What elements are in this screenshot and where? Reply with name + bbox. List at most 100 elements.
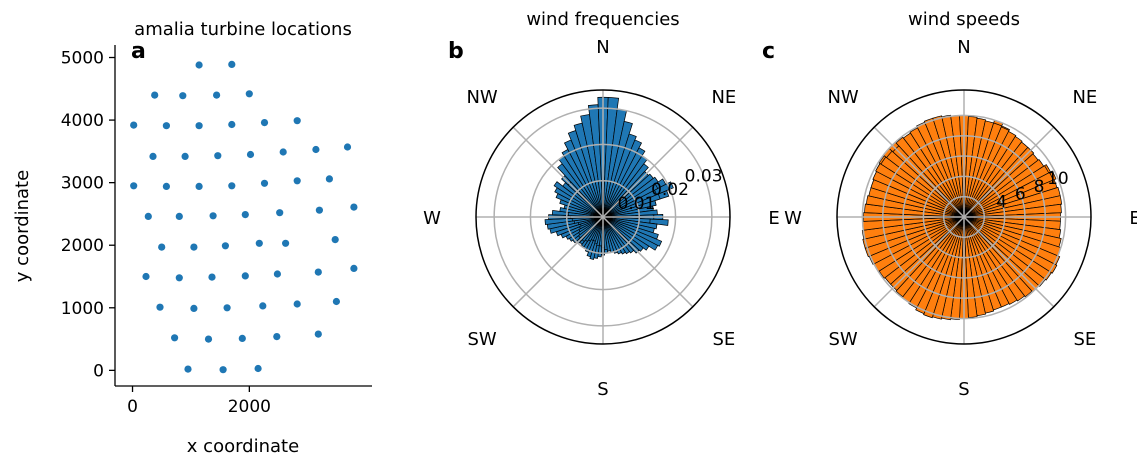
turbine-point — [213, 91, 221, 99]
angular-grid-line — [512, 216, 604, 308]
turbine-point — [245, 90, 253, 98]
angular-grid-line — [873, 126, 965, 218]
rose-bar — [932, 115, 965, 218]
panel-letter-a: a — [131, 39, 146, 64]
radial-tick-label: 8 — [1034, 177, 1045, 197]
turbine-point — [255, 239, 263, 247]
turbine-point — [219, 366, 227, 374]
y-tick-label: 4000 — [61, 111, 104, 131]
radial-tick-label: 0.02 — [651, 180, 689, 200]
rose-bar — [875, 163, 965, 218]
rose-bar — [579, 216, 604, 230]
rose-bar — [578, 216, 604, 233]
radial-tick-label: 10 — [1047, 169, 1069, 189]
turbine-point — [293, 300, 301, 308]
radial-tick-label: 0.01 — [618, 194, 656, 214]
rose-bar — [602, 176, 659, 218]
rose-bar — [562, 182, 604, 218]
turbine-point — [314, 268, 322, 276]
turbine-point — [171, 334, 179, 342]
turbine-point — [208, 273, 216, 281]
direction-label-ne: NE — [711, 87, 736, 108]
rose-bar — [602, 147, 646, 218]
turbine-point — [241, 272, 249, 280]
turbine-point — [195, 182, 203, 190]
x-tick-label: 2000 — [228, 397, 271, 417]
direction-label-sw: SW — [828, 329, 857, 350]
radial-tick-label: 0.03 — [685, 166, 723, 186]
angular-grid-line — [602, 126, 694, 218]
direction-label-s: S — [597, 379, 608, 400]
turbine-point — [223, 304, 231, 312]
turbine-point — [179, 92, 187, 100]
angular-grid-line — [873, 216, 965, 308]
rose-bar — [963, 195, 1063, 218]
direction-label-sw: SW — [467, 329, 496, 350]
turbine-point — [331, 236, 339, 244]
turbine-point — [162, 182, 170, 190]
turbine-point — [259, 302, 267, 310]
turbine-point — [195, 122, 203, 130]
rose-bar — [578, 216, 604, 236]
turbine-point — [228, 120, 236, 129]
turbine-point — [343, 143, 352, 151]
direction-label-e: E — [768, 208, 779, 229]
turbine-point — [312, 145, 320, 154]
rose-bar — [895, 216, 965, 298]
rose-bar — [602, 216, 611, 252]
turbine-point — [273, 270, 281, 278]
wind-speed-rose: wind speeds c 4 6 8 10 N NE E SE S SW W NW — [762, 9, 1137, 400]
turbine-point — [158, 243, 166, 251]
turbine-point — [260, 119, 269, 127]
direction-label-se: SE — [1073, 329, 1096, 350]
turbine-point — [350, 264, 358, 272]
rose-bar — [602, 216, 635, 254]
rose-bar — [963, 130, 1017, 218]
turbine-point — [273, 333, 281, 341]
wind-frequency-title: wind frequencies — [526, 9, 679, 30]
turbine-point — [190, 304, 198, 312]
wind-speed-title: wind speeds — [908, 9, 1020, 30]
turbine-point — [130, 182, 138, 190]
direction-label-n: N — [957, 37, 970, 58]
direction-labels: N NE E SE S SW W NW — [423, 37, 780, 400]
turbine-point — [238, 334, 246, 342]
turbine-point — [190, 243, 198, 251]
y-tick-label: 1000 — [61, 299, 104, 319]
rose-bar — [880, 156, 965, 218]
rose-bar — [553, 181, 604, 218]
rose-bar — [602, 193, 661, 218]
angular-grid-line — [602, 216, 694, 308]
turbine-point — [332, 297, 340, 306]
rose-bar — [602, 216, 659, 251]
angular-grid-line — [963, 216, 1055, 308]
turbine-point — [130, 121, 138, 129]
rose-bar — [963, 126, 1010, 218]
turbine-point — [260, 179, 269, 187]
y-tick-label: 0 — [93, 361, 104, 381]
rose-bar — [602, 200, 657, 218]
rose-bar — [602, 216, 650, 251]
rose-bar — [963, 216, 1026, 302]
turbine-point — [142, 272, 150, 281]
y-tick-label: 5000 — [61, 49, 104, 69]
turbine-point — [254, 364, 262, 373]
direction-label-w: W — [784, 208, 802, 229]
radial-tick-label: 6 — [1015, 185, 1026, 205]
turbine-point — [293, 117, 301, 125]
rose-bar — [963, 135, 1023, 218]
turbine-point — [214, 152, 222, 160]
turbine-point — [184, 365, 192, 373]
turbine-point — [204, 335, 213, 343]
rose-bar — [602, 139, 643, 218]
turbine-point — [144, 212, 152, 220]
polar-grid — [476, 90, 730, 344]
turbine-point — [241, 211, 249, 219]
direction-label-w: W — [423, 208, 441, 229]
scatter-title: amalia turbine locations — [134, 19, 352, 40]
panel-letter-b: b — [448, 39, 464, 64]
rose-bar — [963, 216, 1046, 287]
rose-bar — [862, 216, 965, 249]
turbine-point — [314, 330, 322, 338]
